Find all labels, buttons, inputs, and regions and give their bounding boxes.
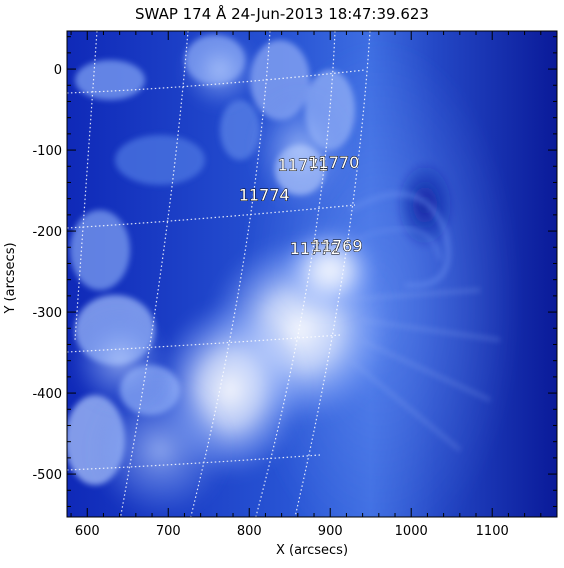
active-region-label: 11769 bbox=[312, 236, 363, 255]
y-tick-label: -500 bbox=[32, 468, 62, 483]
heliographic-grid bbox=[67, 31, 371, 517]
y-tick-label: -300 bbox=[32, 306, 62, 321]
active-region-label: 11771 bbox=[278, 155, 329, 174]
y-axis-label: Y (arcsecs) bbox=[3, 242, 18, 314]
active-region-label: 11770 bbox=[308, 153, 359, 172]
y-tick-label: -400 bbox=[32, 387, 62, 402]
y-tick-label: 0 bbox=[54, 63, 62, 78]
x-tick-label: 600 bbox=[75, 524, 100, 539]
x-tick-label: 1000 bbox=[395, 524, 428, 539]
x-tick-label: 1100 bbox=[476, 524, 509, 539]
x-tick-label: 800 bbox=[237, 524, 262, 539]
plot-frame bbox=[66, 30, 558, 518]
tick-labels: 600 700 800 900 1000 1100 0 -100 -200 -300 -400 -50… bbox=[32, 63, 508, 539]
figure-title: SWAP 174 Å 24-Jun-2013 18:47:39.623 bbox=[135, 4, 429, 23]
solar-disk-image bbox=[67, 31, 557, 517]
y-tick-label: -200 bbox=[32, 225, 62, 240]
axis-ticks bbox=[67, 31, 558, 517]
active-region-label: 11774 bbox=[239, 185, 290, 204]
x-tick-label: 900 bbox=[318, 524, 343, 539]
x-axis-label: X (arcsecs) bbox=[276, 543, 348, 558]
x-tick-label: 700 bbox=[156, 524, 181, 539]
y-tick-label: -100 bbox=[32, 144, 62, 159]
active-region-label: 11772 bbox=[290, 239, 341, 258]
